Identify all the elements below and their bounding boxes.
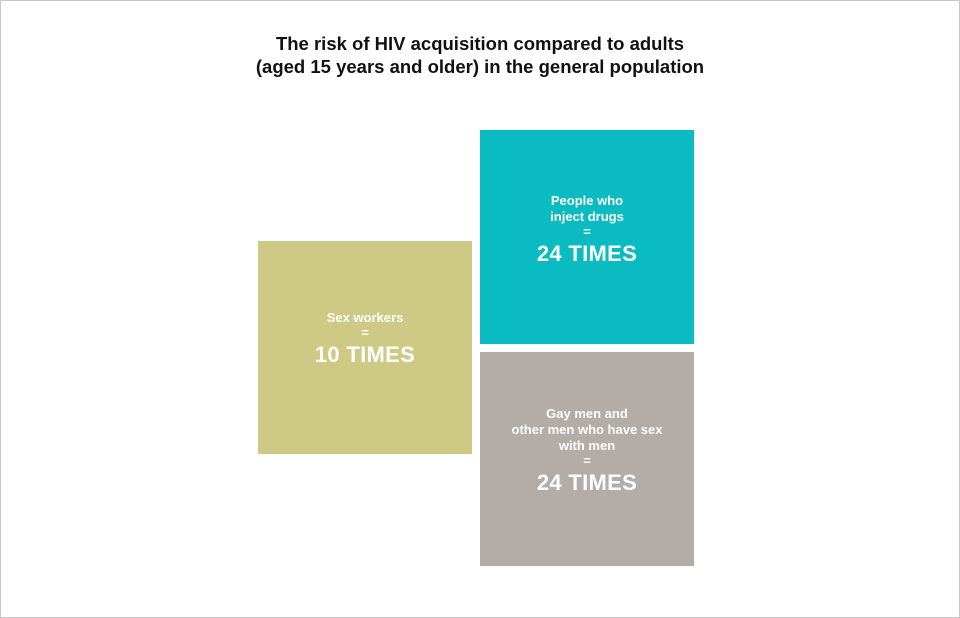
sex-workers-value: 10 TIMES [314,342,416,367]
people-who-inject-drugs-equals: = [583,223,591,239]
sex-workers-box: Sex workers = 10 TIMES [258,241,472,454]
gay-men-msm-value: 24 TIMES [536,470,638,495]
title-line-1: The risk of HIV acquisition compared to … [275,33,685,54]
gay-men-msm-label: Gay men and other men who have sex with … [511,406,663,453]
gay-men-msm-box: Gay men and other men who have sex with … [480,352,694,566]
people-who-inject-drugs-value: 24 TIMES [536,240,638,266]
sex-workers-label: Sex workers [326,310,404,325]
people-who-inject-drugs-box: People who inject drugs = 24 TIMES [480,130,694,344]
people-who-inject-drugs-label: People who inject drugs [550,192,624,224]
title-line-2: (aged 15 years and older) in the general… [255,56,705,77]
sex-workers-equals: = [361,325,369,340]
gay-men-msm-equals: = [583,453,591,468]
figure-title: The risk of HIV acquisition compared to … [1,32,959,78]
